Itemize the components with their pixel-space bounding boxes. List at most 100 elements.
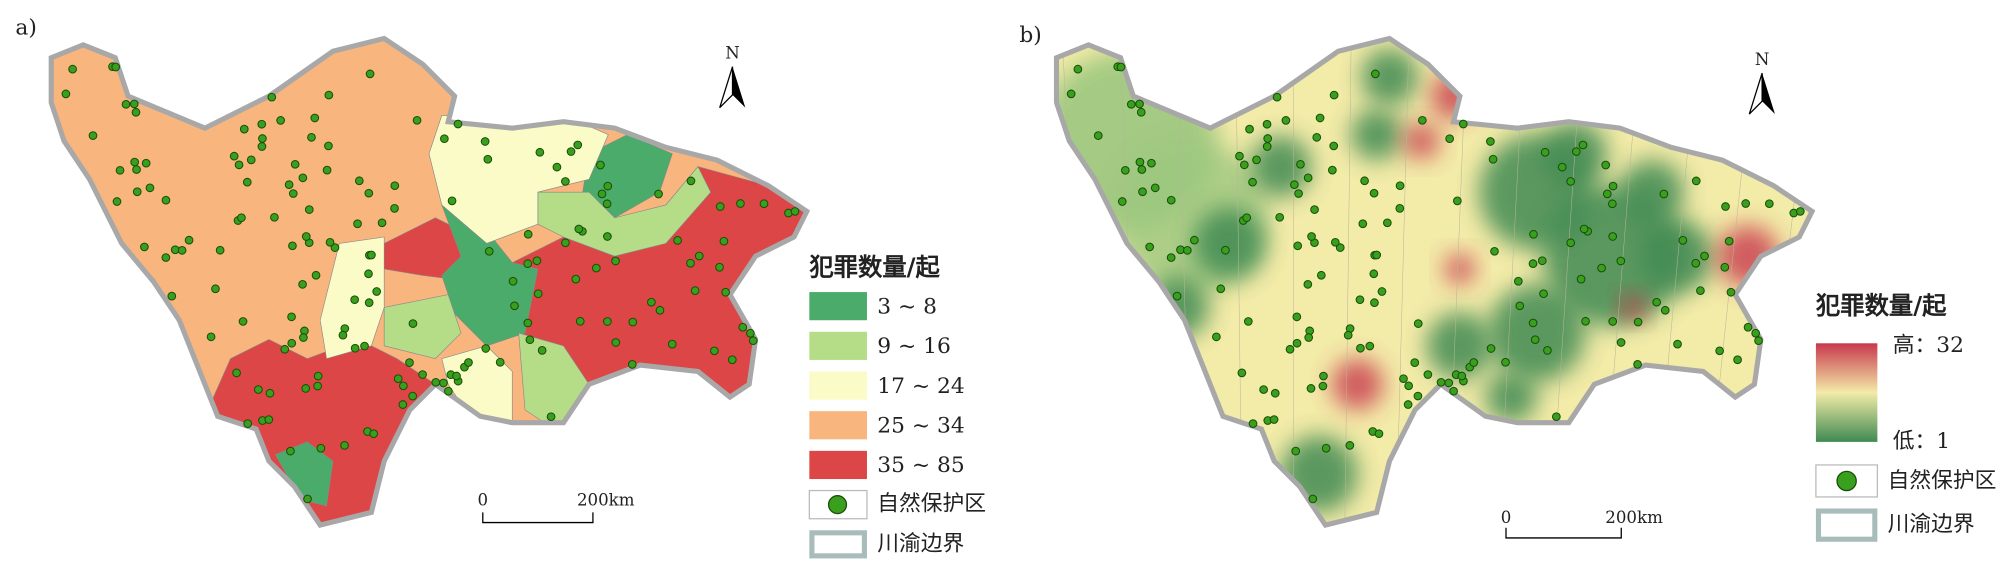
reserve: [1566, 177, 1576, 186]
reserve: [1659, 189, 1669, 199]
reserve: [1308, 494, 1318, 504]
reserve: [1395, 204, 1405, 213]
reserve: [1395, 181, 1405, 191]
reserve: [276, 116, 285, 125]
reserve: [603, 181, 613, 191]
reserve: [405, 358, 414, 367]
region: [204, 339, 436, 526]
reserve: [1513, 276, 1523, 286]
reserve: [1093, 131, 1103, 140]
legend-low: 低：1: [1893, 429, 1950, 454]
reserve: [324, 141, 333, 151]
reserve: [1417, 115, 1427, 125]
reserve: [1382, 218, 1392, 228]
reserve: [1137, 165, 1147, 174]
reserve: [1743, 322, 1753, 332]
hotspot: [1485, 371, 1537, 423]
reserve: [1444, 378, 1454, 388]
reserve: [1540, 147, 1550, 157]
reserve: [1242, 213, 1252, 223]
county-line: [1344, 51, 1352, 526]
reserve: [177, 246, 187, 255]
reserve: [1436, 377, 1446, 387]
reserve: [1700, 251, 1709, 261]
reserve: [602, 199, 612, 209]
reserve: [1721, 202, 1730, 211]
reserve: [290, 159, 300, 169]
reserve: [304, 205, 314, 214]
reserve: [440, 134, 449, 144]
reserve: [1304, 333, 1314, 342]
north-arrow: N N: [719, 43, 1775, 115]
reserve: [439, 378, 448, 388]
reserve: [1469, 358, 1479, 367]
reserve: [284, 180, 294, 190]
reserve: [1458, 119, 1468, 129]
panel-label: a): [15, 15, 36, 40]
reserve: [1608, 199, 1617, 209]
reserve: [287, 312, 296, 322]
reserve: [130, 157, 140, 167]
reserve: [1616, 338, 1626, 347]
reserve: [1243, 317, 1253, 326]
reserve: [1310, 205, 1319, 214]
reserve: [523, 259, 533, 269]
reserve: [1490, 246, 1499, 256]
reserve: [759, 199, 769, 209]
reserve: [1150, 183, 1160, 193]
panel-label: b): [1019, 23, 1041, 48]
reserve: [1404, 381, 1414, 391]
reserve: [1318, 381, 1328, 391]
reserve: [242, 177, 252, 187]
region: [383, 294, 462, 360]
reserve: [88, 131, 98, 140]
hotspot: [1641, 220, 1714, 293]
reserve: [1356, 343, 1365, 353]
reserve: [532, 256, 542, 266]
reserve: [727, 355, 737, 365]
reserve: [354, 176, 364, 186]
reserve: [1691, 258, 1701, 268]
reserve: [1335, 243, 1345, 252]
reserve: [686, 176, 696, 186]
reserve: [603, 232, 612, 241]
hotspot: [1193, 207, 1266, 280]
reserve: [325, 237, 335, 247]
reserve: [444, 386, 453, 396]
legend-a: 3 ~ 8 9 ~ 16 17 ~ 24 25 ~ 34 35 ~ 85: [809, 292, 965, 480]
legend-swatch: [1815, 508, 1878, 542]
reserve: [330, 243, 340, 252]
reserve: [603, 317, 612, 326]
region: [441, 204, 539, 347]
reserve: [1715, 346, 1724, 356]
reserve: [1066, 89, 1076, 99]
reserve: [573, 140, 583, 150]
reserve: [377, 218, 387, 228]
reserve: [1423, 370, 1433, 379]
reserve: [591, 263, 601, 273]
legend-label: 川渝边界: [877, 531, 964, 556]
hotspot: [1361, 48, 1418, 106]
reserve: [1724, 236, 1734, 246]
reserve: [287, 338, 297, 348]
reserve: [1374, 429, 1384, 439]
reserve: [1296, 159, 1305, 169]
reserve: [299, 333, 308, 342]
reserve: [140, 242, 149, 252]
reserve: [121, 99, 131, 109]
reserve: [1138, 187, 1147, 197]
reserve: [1720, 262, 1730, 272]
legend-label: 川渝边界: [1888, 512, 1975, 537]
reserve: [1751, 328, 1761, 338]
reserve: [561, 238, 570, 248]
reserve: [746, 328, 755, 338]
reserve: [1285, 344, 1295, 354]
reserve: [1321, 443, 1331, 453]
reserve: [1328, 165, 1337, 175]
reserve: [1602, 189, 1612, 199]
legend-swatch: [809, 530, 867, 559]
reserve: [239, 124, 249, 134]
reserve: [1566, 238, 1576, 248]
reserve: [1608, 317, 1618, 326]
reserve: [1633, 360, 1642, 369]
